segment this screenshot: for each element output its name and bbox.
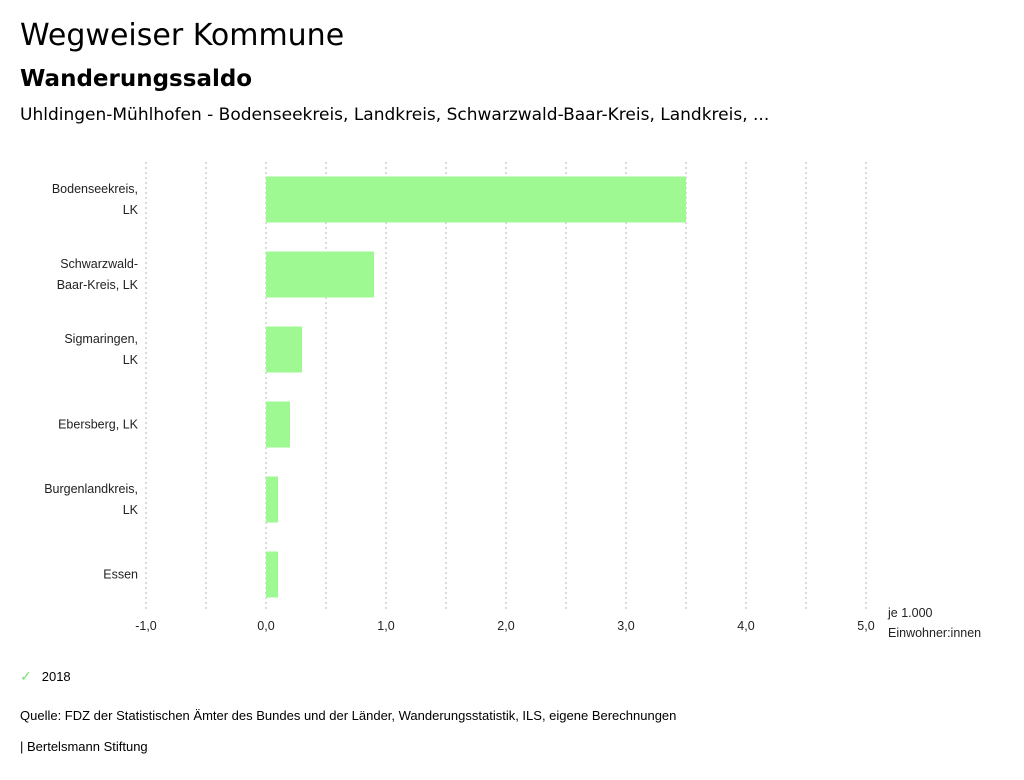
category-label: Ebersberg, LK	[58, 418, 139, 432]
category-label: Essen	[103, 568, 138, 582]
bar	[266, 551, 278, 598]
page-title: Wegweiser Kommune	[20, 18, 345, 53]
x-tick-label: 1,0	[377, 619, 394, 633]
x-tick-label: 2,0	[497, 619, 514, 633]
region-label: Uhldingen-Mühlhofen - Bodenseekreis, Lan…	[20, 105, 770, 125]
bars	[266, 176, 686, 598]
category-label: LK	[123, 503, 139, 517]
chart-subtitle: Wanderungssaldo	[20, 66, 253, 92]
grid-lines	[145, 162, 867, 612]
unit-label-line: Einwohner:innen	[888, 626, 981, 640]
x-tick-label: 3,0	[617, 619, 634, 633]
x-tick-label: -1,0	[135, 619, 157, 633]
bar	[266, 176, 686, 223]
credit-note: | Bertelsmann Stiftung	[20, 739, 148, 754]
x-tick-label: 0,0	[257, 619, 274, 633]
bar-chart: Bodenseekreis, LK Schwarzwald- Baar-Kreis, …	[44, 162, 981, 640]
source-note: Quelle: FDZ der Statistischen Ämter des …	[20, 708, 677, 723]
bar	[266, 476, 278, 523]
category-label: LK	[123, 353, 139, 367]
category-label: Schwarzwald-	[60, 257, 138, 271]
category-label: LK	[123, 203, 139, 217]
x-axis-unit-label: je 1.000 Einwohner:innen	[887, 606, 981, 640]
check-icon: ✓	[20, 668, 32, 684]
bar	[266, 326, 302, 373]
x-tick-labels: -1,0 0,0 1,0 2,0 3,0 4,0 5,0	[135, 619, 875, 633]
bar	[266, 251, 374, 298]
bar	[266, 401, 290, 448]
category-label: Burgenlandkreis,	[44, 482, 138, 496]
category-labels: Bodenseekreis, LK Schwarzwald- Baar-Kreis, …	[44, 182, 138, 582]
legend-item-2018[interactable]: ✓ 2018	[20, 668, 71, 685]
legend-label: 2018	[41, 669, 71, 684]
unit-label-line: je 1.000	[887, 606, 933, 620]
category-label: Sigmaringen,	[64, 332, 138, 346]
x-tick-label: 5,0	[857, 619, 874, 633]
x-tick-label: 4,0	[737, 619, 754, 633]
category-label: Bodenseekreis,	[52, 182, 138, 196]
category-label: Baar-Kreis, LK	[57, 278, 139, 292]
